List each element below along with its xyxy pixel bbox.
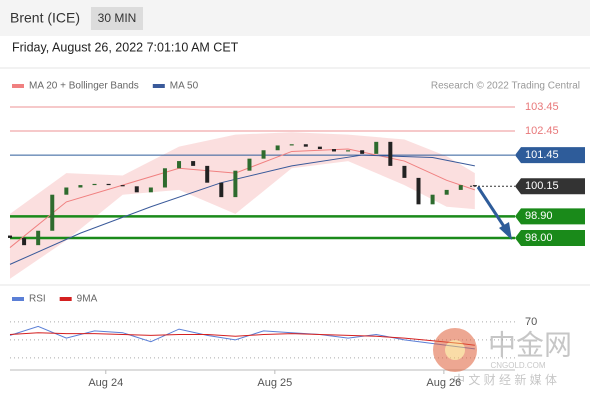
watermark-brand: 中金网 <box>488 329 572 360</box>
candle <box>8 235 12 238</box>
legend-swatch <box>12 297 24 301</box>
rsi-line <box>9 325 475 350</box>
candle <box>177 161 182 169</box>
watermark-slogan: 中 文 财 经 新 媒 体 <box>453 372 557 387</box>
candle <box>134 186 139 193</box>
candle <box>106 183 111 186</box>
legend-label: MA 20 + Bollinger Bands <box>29 81 139 92</box>
candle <box>22 237 27 246</box>
candle <box>191 161 196 166</box>
level-box <box>515 229 585 246</box>
candle <box>458 185 463 190</box>
candle <box>247 158 252 171</box>
candle <box>317 146 322 150</box>
candle <box>78 185 83 188</box>
candle <box>331 149 336 152</box>
ma-line <box>9 154 475 265</box>
watermark: 中金网 CNGOLD.COM 中 文 财 经 新 媒 体 <box>433 328 572 387</box>
ma-line <box>9 148 476 248</box>
level-label: 103.45 <box>525 101 559 113</box>
legend-swatch <box>59 297 72 301</box>
candle <box>219 182 224 198</box>
level-box <box>515 178 585 195</box>
candle <box>444 189 449 195</box>
level-label: 98.00 <box>525 232 553 244</box>
instrument-title: Brent (ICE) <box>10 10 80 26</box>
level-label: 100.15 <box>525 180 559 192</box>
candle <box>374 141 379 154</box>
legend-swatch <box>12 84 24 88</box>
candle <box>346 150 351 152</box>
candle <box>360 150 365 154</box>
rsi-line <box>9 332 475 346</box>
candle <box>120 185 125 187</box>
candle <box>388 141 393 166</box>
legend-swatch <box>152 84 165 88</box>
candle <box>205 165 210 183</box>
rsi-panel: RSI 9MA 70 <box>9 294 537 359</box>
watermark-site: CNGOLD.COM <box>490 361 545 370</box>
candle <box>261 150 266 159</box>
candle <box>303 144 308 147</box>
candle <box>402 165 407 178</box>
level-label: 101.45 <box>525 149 559 161</box>
header-bar <box>0 0 590 36</box>
timestamp: Friday, August 26, 2022 7:01:10 AM CET <box>12 40 239 54</box>
legend-label: MA 50 <box>170 81 199 92</box>
candle <box>36 230 41 246</box>
forecast-arrow <box>476 186 507 229</box>
candle <box>233 170 238 198</box>
watermark-logo <box>445 340 465 360</box>
price-panel: MA 20 + Bollinger Bands MA 50 Research © 2… <box>8 81 585 279</box>
legend-label: RSI <box>29 294 46 305</box>
y-tick-label: 70 <box>525 316 537 328</box>
candle <box>472 185 477 187</box>
legend-label: 9MA <box>77 294 98 305</box>
candle <box>289 144 294 146</box>
credit: Research © 2022 Trading Central <box>431 81 580 92</box>
x-tick-label: Aug 24 <box>88 377 123 389</box>
x-tick-label: Aug 25 <box>257 377 292 389</box>
candle <box>430 194 435 205</box>
level-box <box>515 147 585 164</box>
x-tick-label: Aug 26 <box>426 377 461 389</box>
forecast-arrowhead <box>499 222 512 240</box>
candle <box>50 194 55 231</box>
candle <box>162 168 167 188</box>
level-label: 102.45 <box>525 125 559 137</box>
timeframe[interactable]: 30 MIN <box>98 11 137 25</box>
candle <box>275 145 280 151</box>
timeframe-badge[interactable] <box>91 7 143 30</box>
candle <box>416 177 421 205</box>
level-box <box>515 208 585 225</box>
candle <box>92 183 97 186</box>
bollinger-band <box>10 132 475 279</box>
candle <box>64 187 69 195</box>
candle <box>148 187 153 193</box>
level-label: 98.90 <box>525 210 553 222</box>
